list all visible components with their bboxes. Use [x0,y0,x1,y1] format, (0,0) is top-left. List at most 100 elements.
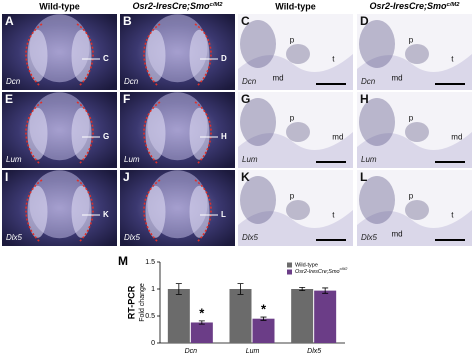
error-bar [299,286,306,292]
legend-swatch [287,269,292,275]
tissue [27,107,48,160]
tissue [27,185,48,238]
error-bar [260,316,267,321]
panel-letter: A [5,14,14,28]
panel-letter: G [241,92,250,106]
stain [286,44,310,64]
column-header: Wild-type [39,1,79,11]
gene-label: Lum [242,155,258,164]
tissue-label: p [290,36,295,45]
image-panel: G E Lum [2,92,117,168]
gene-label: Lum [124,155,140,164]
section-label: L [221,210,226,219]
panel-letter: H [360,92,369,106]
y-tick-label: 0.5 [145,313,155,320]
bar [190,322,213,343]
image-panel: p t md L Dlx5 [357,170,472,246]
tissue-label: t [332,55,335,64]
stain [405,122,429,142]
legend-label-text: Osr2-IresCre;Smo [295,269,340,275]
tissue [238,210,353,246]
legend-label-sup: c/M2 [340,267,348,271]
tissue [189,29,210,82]
x-tick-label: Dlx5 [307,348,321,355]
tissue-label: p [409,192,414,201]
tissue [189,107,210,160]
column-header-text: Osr2-IresCre;Smo [132,1,210,11]
tissue-label: md [392,74,403,83]
y-axis-label: RT-PCR [126,285,136,319]
panel-letter: E [5,92,13,106]
stain [405,44,429,64]
stain [286,122,310,142]
column-header-sup: c/M2 [447,2,461,8]
column-header: Wild-type [275,1,315,11]
tissue [189,185,210,238]
x-tick-label: Lum [246,348,260,355]
section-label: G [103,132,109,141]
tissue [357,54,472,90]
tissue [357,210,472,246]
gene-label: Dcn [124,77,139,86]
image-panel: p md G Lum [238,92,353,168]
image-panel: H F Lum [120,92,235,168]
tissue [145,107,166,160]
gene-label: Dcn [361,77,376,86]
gene-label: Dlx5 [242,233,259,242]
column-header-text: Osr2-IresCre;Smo [369,1,447,11]
significance: * [261,302,267,317]
section-label: H [221,132,227,141]
error-bar [237,283,244,295]
image-panel: p t md D Dcn [357,14,472,90]
panel-letter: K [241,170,250,184]
tissue-label: p [290,114,295,123]
gene-label: Dlx5 [361,233,378,242]
stain [359,20,395,68]
tissue [71,29,92,82]
gene-label: Lum [6,155,22,164]
stain [240,98,276,146]
bar [252,318,275,343]
panel-letter: J [123,170,130,184]
section-label: C [103,54,109,63]
legend-swatch [287,262,292,268]
tissue [71,107,92,160]
error-bar [198,320,205,325]
bar [314,290,337,343]
bar [291,289,314,343]
y-tick-label: 0 [151,340,155,347]
tissue-label: md [332,133,343,142]
stain [240,20,276,68]
panel-letter: D [360,14,369,28]
stain [286,200,310,220]
image-panel: D B Dcn [120,14,235,90]
y-tick-label: 1.5 [145,259,155,266]
column-header: Osr2-IresCre;Smoc/M2 [132,1,223,11]
image-panel: K I Dlx5 [2,170,117,246]
y-tick-label: 1 [151,286,155,293]
tissue-label: p [409,114,414,123]
tissue [145,29,166,82]
tissue-label: t [451,211,454,220]
error-bar [322,287,329,294]
panel-letter: B [123,14,132,28]
image-panel: p md H Lum [357,92,472,168]
panel-letter: C [241,14,250,28]
gene-label: Dcn [242,77,257,86]
image-panel: L J Dlx5 [120,170,235,246]
legend-label: Osr2-IresCre;Smoc/M2 [295,267,347,276]
panel-letter: L [360,170,367,184]
tissue-label: md [273,74,284,83]
tissue-label: md [392,230,403,239]
stain [359,98,395,146]
bar [229,289,252,343]
panel-letter: F [123,92,130,106]
tissue [145,185,166,238]
panel-letter: I [5,170,8,184]
tissue [27,29,48,82]
gene-label: Dlx5 [6,233,23,242]
y-axis-label: Fold change [139,283,146,322]
stain [405,200,429,220]
image-panel: p t md C Dcn [238,14,353,90]
